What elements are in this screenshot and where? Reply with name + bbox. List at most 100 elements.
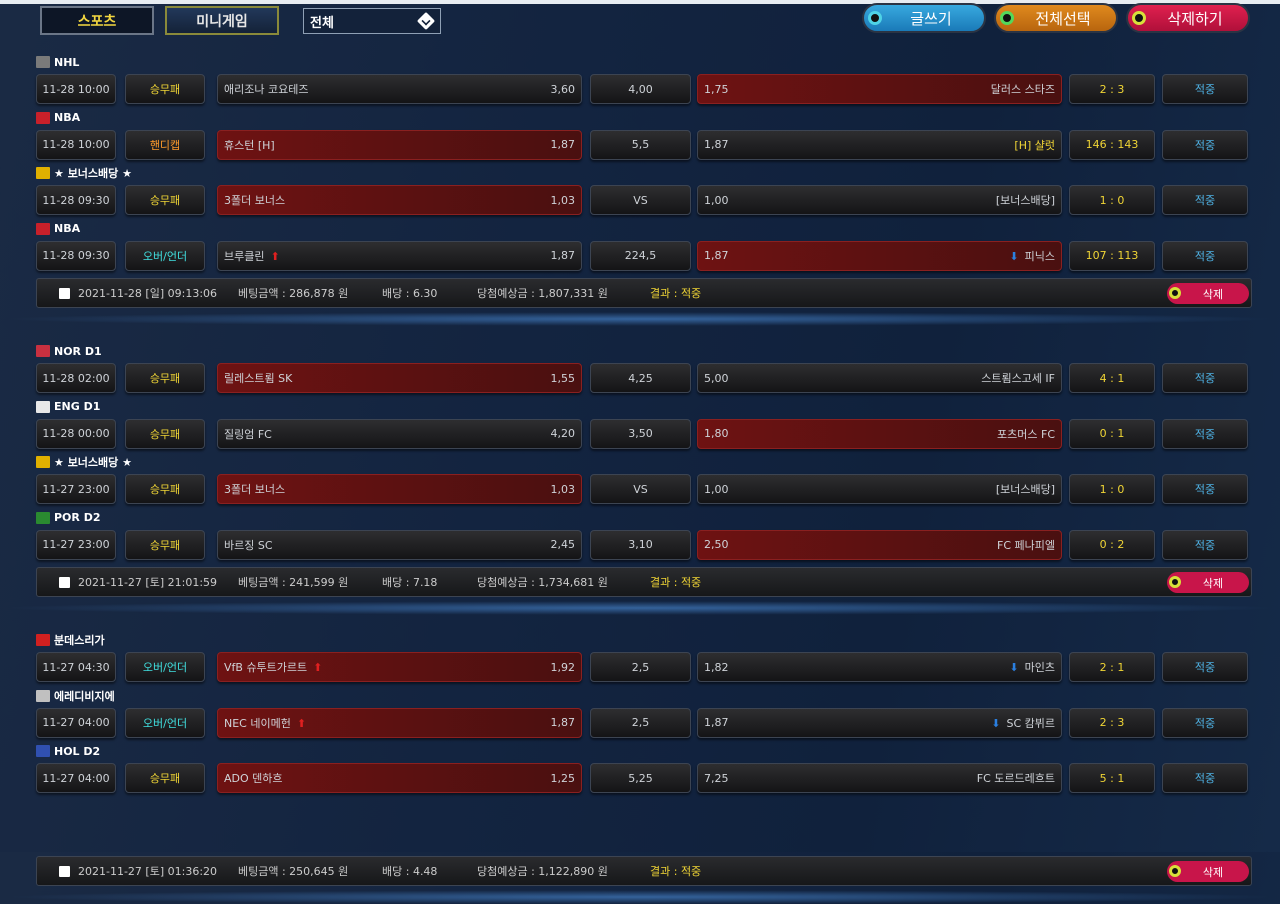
- bet-result: 결과 : 적중: [650, 287, 702, 300]
- home-odds-button[interactable]: 릴레스트룀 SK 1,55: [217, 363, 582, 393]
- away-odds: 2,50: [704, 538, 729, 551]
- home-odds-button[interactable]: 바르징 SC 2,45: [217, 529, 582, 560]
- draw-odds-button[interactable]: 5,5: [590, 129, 691, 160]
- home-odds-button[interactable]: NEC 네이메헌 ⬆ 1,87: [217, 707, 582, 738]
- bet-type: 승무패: [125, 418, 205, 449]
- home-team: VfB 슈투트가르트 ⬆: [224, 659, 322, 675]
- circle-icon: [1169, 576, 1181, 588]
- away-odds-button[interactable]: 5,00 스트룀스고세 IF: [697, 363, 1062, 393]
- home-odds-button[interactable]: 3폴더 보너스 1,03: [217, 185, 582, 215]
- away-team: [보너스배당]: [996, 192, 1055, 208]
- away-odds-button[interactable]: 1,80 포츠머스 FC: [697, 418, 1062, 449]
- bet-result: 결과 : 적중: [650, 576, 702, 589]
- home-odds: 1,87: [550, 138, 576, 151]
- home-odds-button[interactable]: 브루클린 ⬆ 1,87: [217, 240, 582, 271]
- home-odds-button[interactable]: 질링엄 FC 4,20: [217, 418, 582, 449]
- bet-summary-bar: 2021-11-27 [토] 01:36:20 베팅금액 : 250,645 원 배…: [36, 856, 1252, 886]
- league-flag-icon: [36, 56, 50, 68]
- select-checkbox[interactable]: [59, 577, 70, 588]
- away-odds-button[interactable]: 1,87 ⬇ SC 캄뷔르: [697, 707, 1062, 738]
- draw-odds-button[interactable]: 2,5: [590, 652, 691, 682]
- draw-odds-button[interactable]: 5,25: [590, 763, 691, 793]
- league-name: 분데스리가: [54, 634, 105, 647]
- league-name: NOR D1: [54, 344, 102, 358]
- draw-odds-button[interactable]: 3,50: [590, 418, 691, 449]
- draw-odds-button[interactable]: 4,00: [590, 74, 691, 104]
- draw-odds-button[interactable]: 4,25: [590, 363, 691, 393]
- filter-select-value: 전체: [310, 15, 334, 31]
- away-team-name: 스트룀스고세 IF: [981, 372, 1055, 385]
- league-name: POR D2: [54, 511, 101, 524]
- away-odds: 1,87: [704, 716, 729, 729]
- away-odds-button[interactable]: 2,50 FC 페나피엘: [697, 529, 1062, 560]
- home-odds-button[interactable]: 애리조나 코요테즈 3,60: [217, 74, 582, 104]
- away-odds-button[interactable]: 1,82 ⬇ 마인츠: [697, 652, 1062, 682]
- bet-odds: 배당 : 6.30: [382, 287, 438, 300]
- league-name: NBA: [54, 222, 81, 235]
- select-all-button[interactable]: 전체선택: [994, 3, 1118, 33]
- tab-minigame[interactable]: 미니게임: [165, 6, 279, 35]
- away-odds-button[interactable]: 7,25 FC 도르드레흐트: [697, 763, 1062, 793]
- bet-datetime: 2021-11-27 [토] 01:36:20: [78, 865, 218, 878]
- circle-icon: [1132, 11, 1146, 25]
- match-result: 적중: [1162, 707, 1248, 738]
- league-label: ENG D1: [36, 400, 100, 414]
- delete-all-button[interactable]: 삭제하기: [1126, 3, 1250, 33]
- match-time: 11-28 10:00: [36, 74, 116, 104]
- home-odds-button[interactable]: 휴스턴 [H] 1,87: [217, 129, 582, 160]
- delete-bet-button[interactable]: 삭제: [1167, 572, 1249, 593]
- draw-odds-button[interactable]: 224,5: [590, 240, 691, 271]
- draw-odds-button[interactable]: VS: [590, 474, 691, 504]
- bet-type: 승무패: [125, 363, 205, 393]
- section-divider-glow: [0, 601, 1280, 615]
- delete-bet-button[interactable]: 삭제: [1167, 861, 1249, 882]
- league-label: ★ 보너스배당 ★: [36, 455, 132, 469]
- home-team: 브루클린 ⬆: [224, 248, 280, 264]
- select-checkbox[interactable]: [59, 866, 70, 877]
- away-odds: 1,00: [704, 193, 729, 207]
- away-odds-button[interactable]: 1,00 [보너스배당]: [697, 474, 1062, 504]
- select-checkbox[interactable]: [59, 288, 70, 299]
- home-odds-button[interactable]: VfB 슈투트가르트 ⬆ 1,92: [217, 652, 582, 682]
- away-team-name: 마인츠: [1024, 661, 1055, 674]
- expected-win: 당첨예상금 : 1,807,331 원: [477, 287, 608, 300]
- bet-summary-bar: 2021-11-27 [토] 21:01:59 베팅금액 : 241,599 원 배…: [36, 567, 1252, 597]
- delete-label: 삭제하기: [1167, 9, 1223, 28]
- write-button[interactable]: 글쓰기: [862, 3, 986, 33]
- match-result: 적중: [1162, 129, 1248, 160]
- bet-type: 오버/언더: [125, 707, 205, 738]
- bet-type: 핸디캡: [125, 129, 205, 160]
- away-odds: 7,25: [704, 771, 729, 785]
- away-odds-button[interactable]: 1,87 [H] 샬럿: [697, 129, 1062, 160]
- tab-sports[interactable]: 스포츠: [40, 6, 154, 35]
- league-flag-icon: [36, 167, 50, 179]
- away-odds-button[interactable]: 1,87 ⬇ 피닉스: [697, 240, 1062, 271]
- match-result: 적중: [1162, 74, 1248, 104]
- draw-odds-button[interactable]: VS: [590, 185, 691, 215]
- bet-type: 승무패: [125, 529, 205, 560]
- home-odds-button[interactable]: ADO 덴하흐 1,25: [217, 763, 582, 793]
- draw-odds-button[interactable]: 3,10: [590, 529, 691, 560]
- home-odds-button[interactable]: 3폴더 보너스 1,03: [217, 474, 582, 504]
- league-flag-icon: [36, 745, 50, 757]
- match-result: 적중: [1162, 529, 1248, 560]
- away-odds-button[interactable]: 1,00 [보너스배당]: [697, 185, 1062, 215]
- filter-select[interactable]: 전체: [303, 8, 441, 34]
- league-name: HOL D2: [54, 744, 101, 758]
- league-flag-icon: [36, 222, 50, 235]
- league-name: ★ 보너스배당 ★: [54, 167, 132, 180]
- bet-amount: 베팅금액 : 250,645 원: [238, 865, 349, 878]
- league-label: NBA: [36, 111, 80, 125]
- home-team-name: 휴스턴 [H]: [224, 138, 275, 152]
- away-odds-button[interactable]: 1,75 달러스 스타즈: [697, 74, 1062, 104]
- home-team: NEC 네이메헌 ⬆: [224, 715, 306, 731]
- arrow-down-icon: ⬇: [991, 716, 1001, 730]
- away-team: FC 도르드레흐트: [977, 770, 1055, 786]
- arrow-up-icon: ⬆: [296, 716, 307, 730]
- away-odds: 5,00: [704, 371, 729, 385]
- match-time: 11-27 04:00: [36, 707, 116, 738]
- draw-odds-button[interactable]: 2,5: [590, 707, 691, 738]
- away-team: 포츠머스 FC: [997, 426, 1055, 442]
- delete-bet-button[interactable]: 삭제: [1167, 283, 1249, 304]
- arrow-up-icon: ⬆: [313, 661, 323, 674]
